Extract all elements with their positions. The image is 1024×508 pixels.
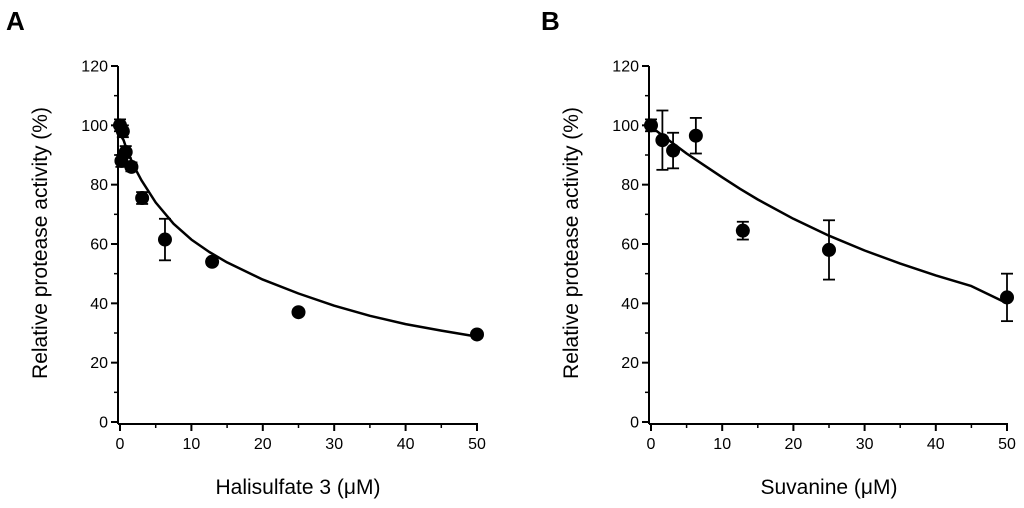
x-tick-label: 10 [183,436,201,453]
data-point [822,242,836,257]
data-point [644,118,658,133]
chart-b: Suvanine (μM) Relative protease activity… [560,59,1016,500]
y-tick-label: 80 [90,177,108,194]
y-tick-label: 120 [612,59,639,76]
data-point [655,133,670,148]
y-axis-title: Relative protease activity (%) [560,107,583,379]
x-tick-label: 20 [785,436,803,453]
panel-letter-a: A [6,6,25,36]
data-point [135,191,150,206]
y-tick-label: 100 [81,118,108,135]
x-tick-label: 30 [325,436,343,453]
y-tick-label: 0 [99,415,108,432]
y-tick-label: 40 [621,296,639,313]
x-tick-label: 40 [397,436,415,453]
data-point [470,327,484,342]
y-tick-label: 0 [630,415,639,432]
x-tick-label: 20 [254,436,272,453]
data-point [115,124,130,139]
x-axis-title: Halisulfate 3 (μM) [216,476,381,499]
fit-curve [650,125,1008,305]
data-point [1000,290,1014,305]
y-tick-label: 100 [612,118,639,135]
x-tick-label: 30 [856,436,874,453]
panel-letter-b: B [541,6,560,36]
y-tick-label: 40 [90,296,108,313]
x-tick-label: 50 [998,436,1016,453]
y-tick-label: 80 [621,177,639,194]
data-point [124,159,139,174]
y-tick-label: 20 [621,355,639,372]
x-tick-label: 10 [713,436,731,453]
chart-a: Halisulfate 3 (μM) Relative protease act… [29,59,486,500]
x-tick-label: 40 [927,436,945,453]
y-tick-label: 20 [90,355,108,372]
x-tick-label: 0 [116,436,125,453]
data-point [205,254,220,269]
x-axis-title: Suvanine (μM) [761,476,898,499]
data-point [735,223,750,238]
data-point [688,128,703,143]
y-tick-label: 60 [621,237,639,254]
data-point [157,232,172,247]
data-point [291,305,306,320]
x-tick-label: 0 [647,436,656,453]
data-point [666,143,681,158]
y-tick-label: 60 [90,237,108,254]
y-tick-label: 120 [81,59,108,76]
y-axis-title: Relative protease activity (%) [29,107,52,379]
x-tick-label: 50 [468,436,486,453]
data-point [118,145,133,160]
